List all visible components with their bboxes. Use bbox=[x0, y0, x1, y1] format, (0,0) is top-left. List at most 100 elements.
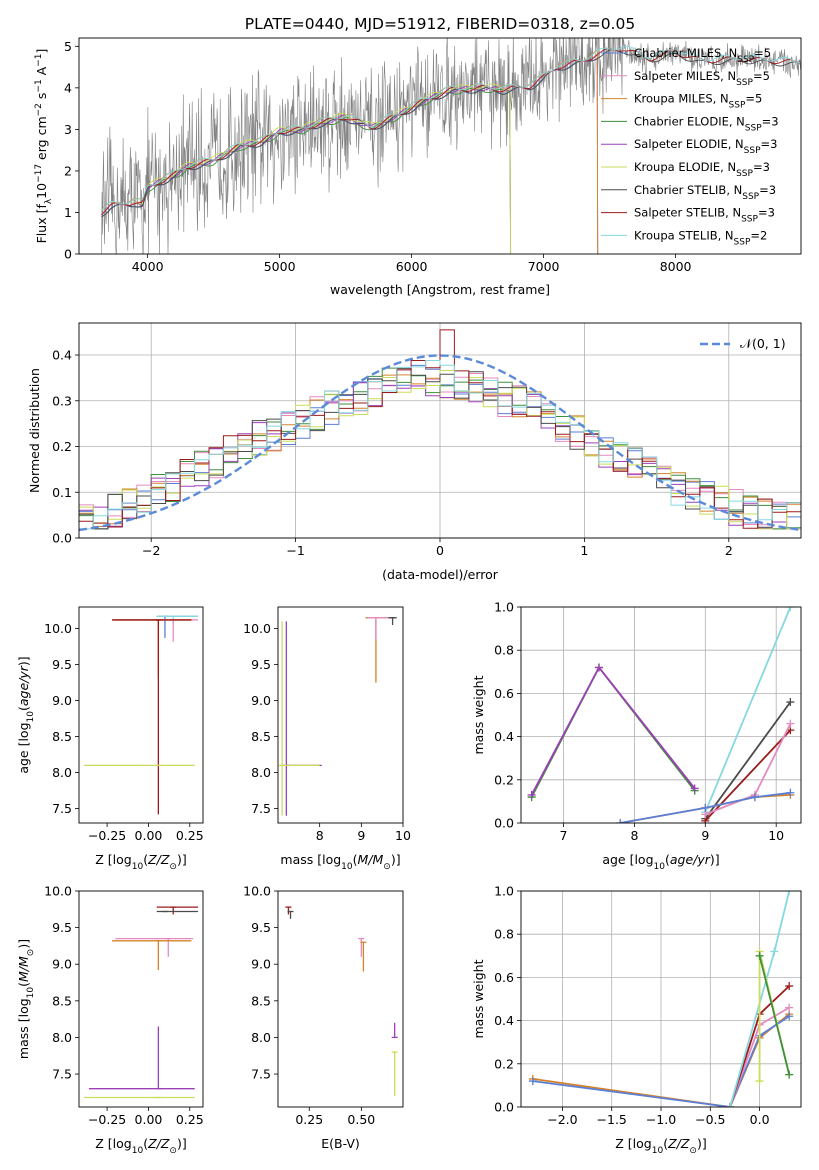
axis-label-part: ( bbox=[353, 852, 358, 867]
axis-label-part: Z [ bbox=[95, 1136, 112, 1151]
axis-label-part: log bbox=[16, 998, 31, 1017]
y-tick-label: 0.3 bbox=[52, 393, 72, 408]
x-tick-label: 0.00 bbox=[135, 828, 163, 843]
axis-label-part: Salpeter ELODIE, N bbox=[634, 137, 744, 151]
weight-marker bbox=[785, 982, 794, 991]
y-axis-label: mass weight bbox=[471, 675, 486, 754]
weight-marker bbox=[527, 790, 536, 799]
x-tick-label: 2 bbox=[725, 543, 733, 558]
x-tick-label: 0.25 bbox=[176, 1112, 204, 1127]
weight-line bbox=[758, 955, 791, 1075]
axis-label-part: SSP bbox=[729, 101, 746, 111]
x-axis-label: (data-model)/error bbox=[382, 567, 499, 582]
y-tick-label: 0.2 bbox=[494, 772, 514, 787]
y-axis-label: age [log10(age/yr)] bbox=[16, 656, 36, 773]
x-axis-label: Z [log10(Z/Z⊙)] bbox=[615, 1136, 706, 1156]
model-line bbox=[101, 48, 801, 216]
weight-marker bbox=[755, 1077, 764, 1086]
x-tick-label: −1.0 bbox=[646, 1112, 676, 1127]
y-tick-label: 0.4 bbox=[52, 348, 72, 363]
axis-label-part: =5 bbox=[754, 46, 771, 60]
weight-marker bbox=[770, 947, 779, 956]
axes-frame bbox=[520, 606, 802, 824]
y-tick-label: 9.0 bbox=[251, 957, 271, 972]
axis-label-part: −17 bbox=[34, 164, 44, 183]
axis-label-part: SSP bbox=[745, 123, 762, 133]
axis-label-part: =5 bbox=[745, 92, 762, 106]
panel-spectrum: 4000 5000 6000 7000 8000 0 1 2 3 4 5 Chabrier MILES… bbox=[34, 37, 802, 297]
weight-marker bbox=[785, 1070, 794, 1079]
y-tick-label: 8.0 bbox=[52, 765, 72, 780]
axis-label-part: age [ bbox=[16, 742, 31, 774]
x-tick-label: −1 bbox=[286, 543, 304, 558]
axis-label-part: mass weight bbox=[471, 675, 486, 754]
axis-label-part: Z [ bbox=[615, 1136, 632, 1151]
y-tick-label: 9.0 bbox=[251, 693, 271, 708]
axis-label-part: )] bbox=[177, 1136, 187, 1151]
axis-label-part: λ bbox=[44, 198, 54, 204]
axis-label-part: E(B-V) bbox=[321, 1136, 360, 1151]
x-axis-label: age [log10(age/yr)] bbox=[602, 852, 719, 872]
axis-label-part: Flux [f bbox=[34, 204, 49, 244]
axes-frame bbox=[520, 890, 802, 1108]
x-tick-label: 9 bbox=[357, 828, 365, 843]
axis-label-part: Kroupa ELODIE, N bbox=[634, 160, 736, 174]
weight-marker bbox=[786, 788, 795, 797]
axis-label-part: log bbox=[113, 852, 132, 867]
axis-label-part: Chabrier STELIB, N bbox=[634, 183, 742, 197]
axis-label-part: =5 bbox=[753, 69, 770, 83]
axis-label-part: Salpeter STELIB, N bbox=[634, 206, 741, 220]
axes-frame bbox=[78, 606, 204, 824]
axis-label-part: )] bbox=[697, 1136, 707, 1151]
axis-label-part: erg cm bbox=[34, 116, 49, 164]
axis-label-part: Kroupa STELIB, N bbox=[634, 228, 734, 242]
x-tick-label: −2 bbox=[142, 543, 160, 558]
axis-label-part: 10 bbox=[132, 862, 144, 872]
x-axis-label: Z [log10(Z/Z⊙)] bbox=[95, 852, 186, 872]
y-tick-label: 7.5 bbox=[251, 1067, 271, 1082]
y-axis-label: mass weight bbox=[471, 959, 486, 1038]
y-tick-label: 1.0 bbox=[494, 884, 514, 899]
axis-label-part: log bbox=[634, 852, 653, 867]
axis-label-part: SSP bbox=[737, 55, 754, 65]
y-tick-label: 0.0 bbox=[52, 531, 72, 546]
x-tick-label: −0.5 bbox=[695, 1112, 725, 1127]
x-tick-label: 8 bbox=[316, 828, 324, 843]
y-tick-label: 10.0 bbox=[243, 621, 271, 636]
x-tick-label: 5000 bbox=[264, 259, 296, 274]
panel-residuals: −2 −1 0 1 2 0.0 0.1 0.2 0.3 0.4 𝒩(0, 1) (data-model… bbox=[27, 322, 802, 582]
y-tick-label: 2 bbox=[64, 163, 72, 178]
y-tick-label: 0.4 bbox=[494, 729, 514, 744]
x-axis-label: Z [log10(Z/Z⊙)] bbox=[95, 1136, 186, 1156]
legend-label: Kroupa ELODIE, NSSP=3 bbox=[634, 160, 770, 179]
axis-label-part: =3 bbox=[758, 206, 775, 220]
weight-marker bbox=[594, 663, 603, 672]
weight-line bbox=[704, 607, 792, 813]
legend-label: Chabrier STELIB, NSSP=3 bbox=[634, 183, 776, 202]
weight-marker bbox=[528, 1077, 537, 1086]
y-axis-label: Flux [fλ10−17 erg cm−2 s−1 A−1] bbox=[34, 49, 54, 244]
x-tick-label: 4000 bbox=[132, 259, 164, 274]
weight-line bbox=[530, 665, 696, 798]
y-tick-label: 9.0 bbox=[52, 957, 72, 972]
y-tick-label: 4 bbox=[64, 80, 72, 95]
axis-label-part: M/M bbox=[358, 852, 384, 867]
panel-mass_vs_Z: −0.25 0.00 0.257.58.08.59.09.510.0Z [log10… bbox=[16, 884, 204, 1157]
histogram-6 bbox=[79, 367, 801, 530]
y-tick-label: 8.5 bbox=[52, 729, 72, 744]
axis-label-part: SSP bbox=[736, 169, 753, 179]
axis-label-part: −1 bbox=[34, 54, 44, 67]
axes-frame bbox=[78, 322, 802, 539]
axis-label-part: ⊙ bbox=[169, 862, 177, 872]
axis-label-part: age [ bbox=[602, 852, 634, 867]
axes-frame bbox=[78, 890, 204, 1108]
axis-label-part: ( bbox=[663, 1136, 668, 1151]
weight-marker bbox=[750, 793, 759, 802]
legend-label: Salpeter ELODIE, NSSP=3 bbox=[634, 137, 777, 156]
y-tick-label: 0.8 bbox=[494, 927, 514, 942]
x-axis-label: wavelength [Angstrom, rest frame] bbox=[330, 282, 550, 297]
x-tick-label: −2.0 bbox=[547, 1112, 577, 1127]
x-tick-label: 7000 bbox=[528, 259, 560, 274]
axis-label-part: −1 bbox=[34, 79, 44, 92]
